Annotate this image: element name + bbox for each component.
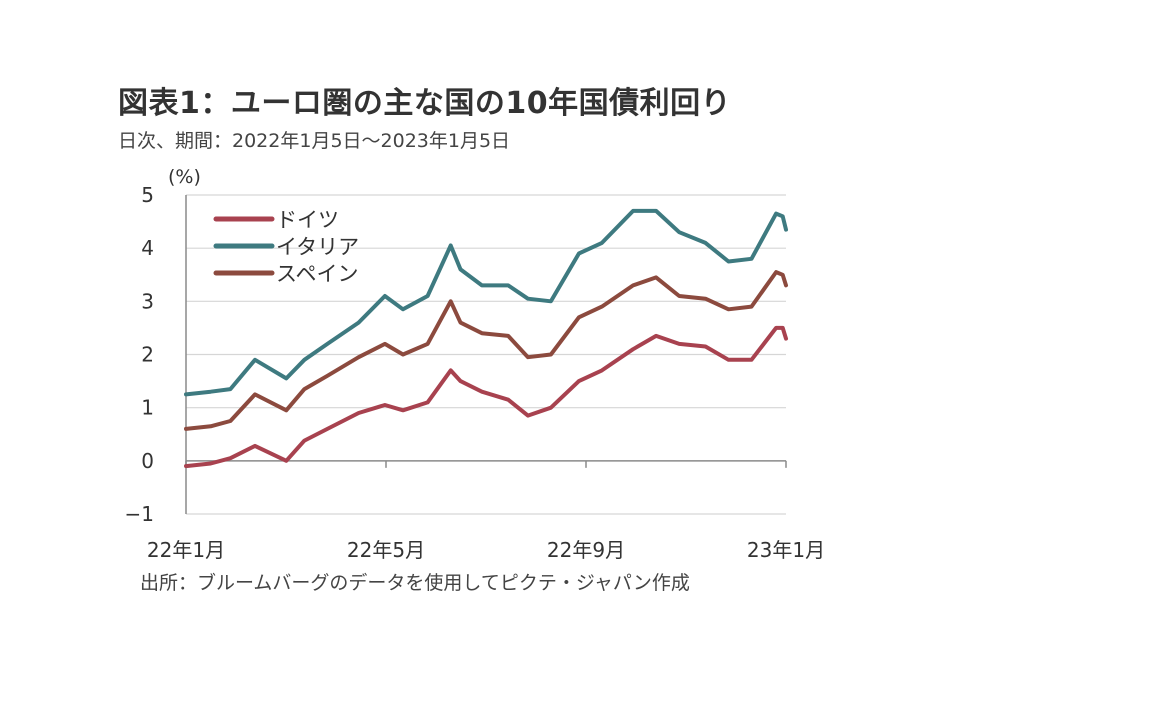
y-tick-label: 0 [141, 449, 154, 473]
series-line-3 [184, 270, 788, 431]
series-line-1 [184, 325, 788, 469]
legend-label: スペイン [276, 262, 359, 286]
legend-label: ドイツ [276, 208, 339, 232]
legend-label: イタリア [276, 235, 359, 259]
x-tick-label: 22年1月 [147, 538, 225, 562]
chart-subtitle: 日次、期間：2022年1月5日～2023年1月5日 [118, 130, 511, 152]
y-tick-label: 2 [141, 343, 154, 367]
x-tick-label: 22年9月 [547, 538, 625, 562]
x-tick-label: 22年5月 [347, 538, 425, 562]
series-lines [184, 208, 788, 469]
y-tick-label: −1 [125, 502, 154, 526]
y-unit-label: (%) [168, 166, 201, 188]
source-note: 出所：ブルームバーグのデータを使用してピクテ・ジャパン作成 [140, 572, 690, 594]
y-tick-label: 4 [141, 236, 154, 260]
y-tick-label: 5 [141, 183, 154, 207]
axes: 5 4 3 2 1 0 −1 (%) 22年1月 22年5月 22年9月 23年1月 [125, 166, 826, 562]
x-tick-label: 23年1月 [747, 538, 825, 562]
chart-title: 図表1：ユーロ圏の主な国の10年国債利回り [118, 86, 732, 121]
y-tick-label: 1 [141, 396, 154, 420]
y-tick-label: 3 [141, 289, 154, 313]
series-line-2 [184, 208, 788, 397]
